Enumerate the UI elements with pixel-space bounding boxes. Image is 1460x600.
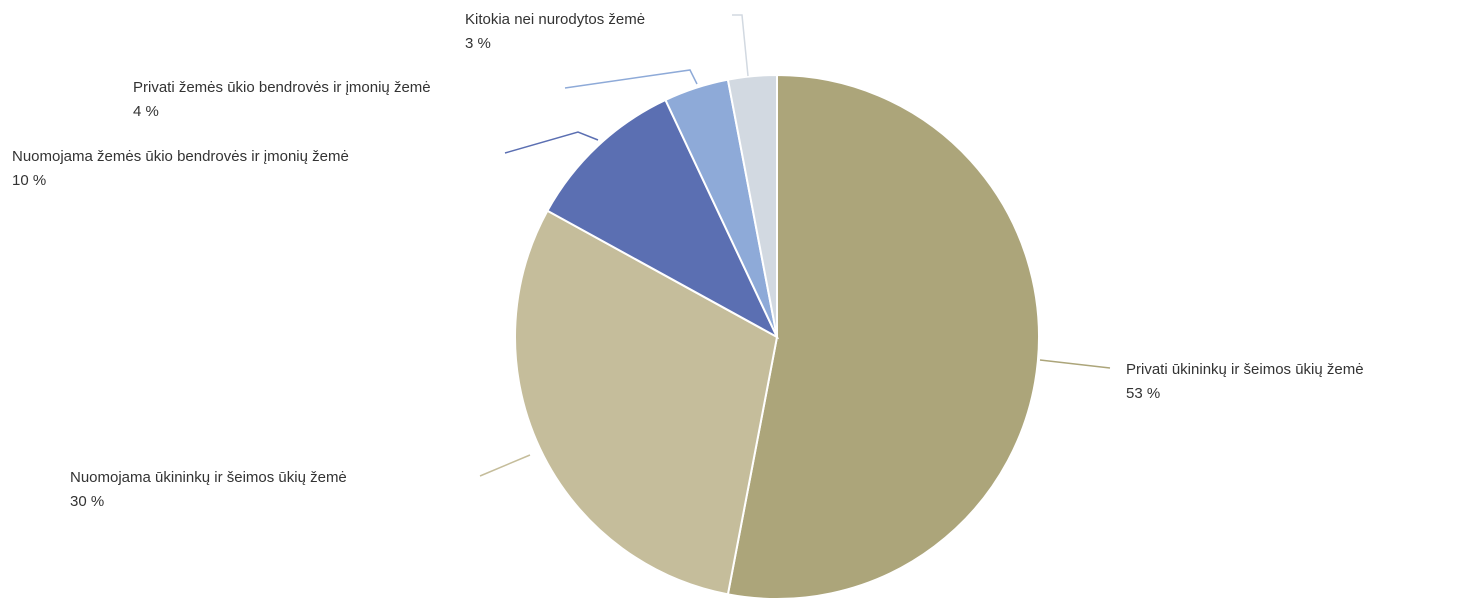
slice-label: Privati žemės ūkio bendrovės ir įmonių ž… <box>133 79 431 96</box>
leader-line <box>504 131 599 154</box>
leader-line <box>732 14 749 77</box>
slice-value-label: 10 % <box>12 172 46 189</box>
leader-line <box>564 69 698 89</box>
slice-value-label: 3 % <box>465 35 491 52</box>
slice-value-label: 4 % <box>133 103 159 120</box>
slice-label: Kitokia nei nurodytos žemė <box>465 11 645 28</box>
slice-value-label: 53 % <box>1126 385 1160 402</box>
slice-label: Nuomojama žemės ūkio bendrovės ir įmonių… <box>12 148 349 165</box>
slice-value-label: 30 % <box>70 493 104 510</box>
pie-slice <box>726 73 778 338</box>
leader-line <box>479 454 531 477</box>
pie-slice <box>546 98 780 340</box>
pie-slice <box>514 209 779 596</box>
pie-slice <box>726 73 1040 600</box>
leader-line <box>1039 359 1111 369</box>
slice-label: Privati ūkininkų ir šeimos ūkių žemė <box>1126 361 1364 378</box>
slice-label: Nuomojama ūkininkų ir šeimos ūkių žemė <box>70 469 347 486</box>
